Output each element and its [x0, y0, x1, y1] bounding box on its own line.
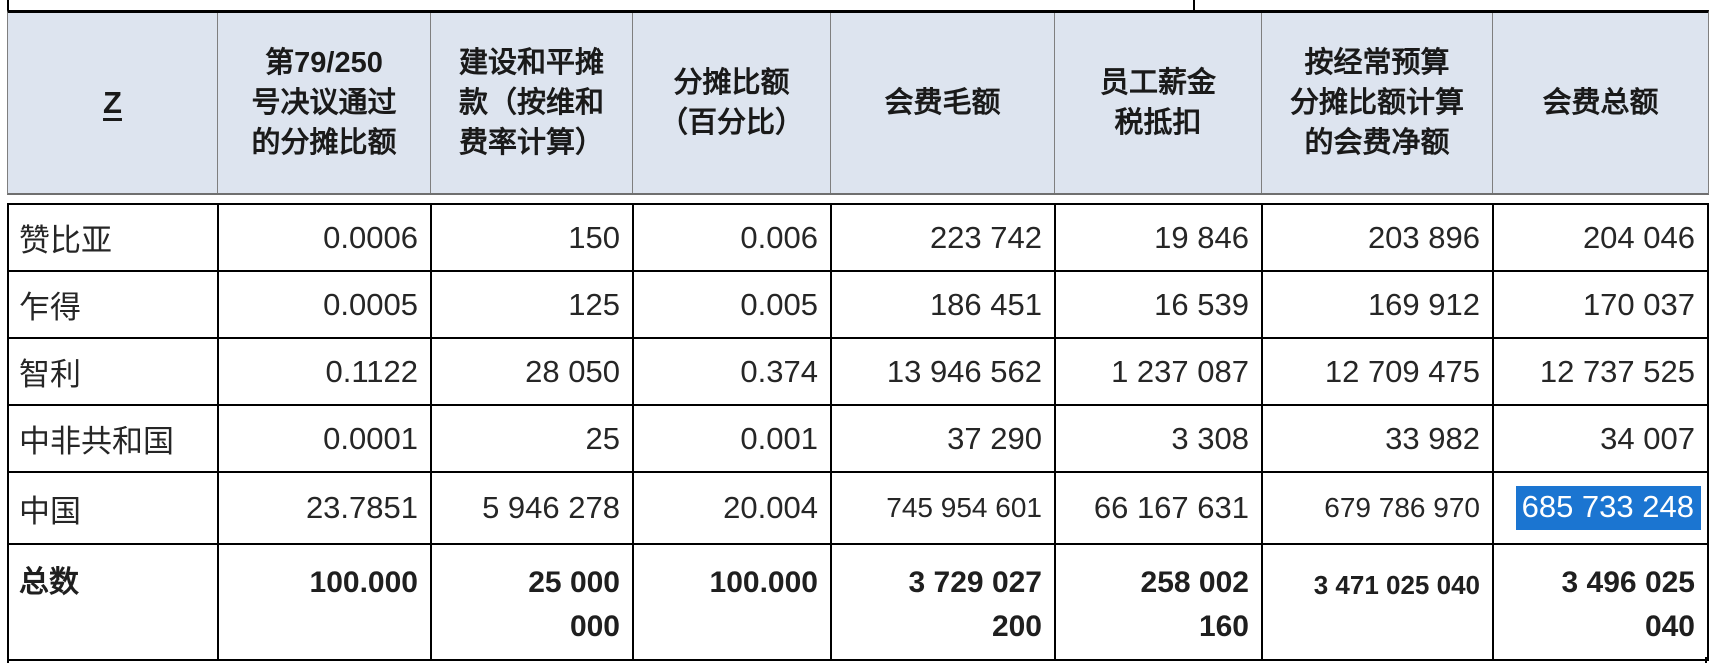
value-cell: 1 237 087 — [1056, 339, 1263, 406]
table-row-chile: 智利 0.1122 28 050 0.374 13 946 562 1 237 … — [9, 339, 1709, 406]
value-cell: 0.005 — [634, 272, 832, 339]
selected-text-highlight[interactable]: 685 733 248 — [1515, 486, 1701, 530]
value-cell: 0.0005 — [219, 272, 432, 339]
value-cell: 3 496 025 040 — [1494, 545, 1709, 661]
value-cell: 100.000 — [634, 545, 832, 661]
value-cell: 100.000 — [219, 545, 432, 661]
value-cell: 25 000 000 — [432, 545, 634, 661]
value-cell: 28 050 — [432, 339, 634, 406]
table-header-row: Z 第79/250 号决议通过 的分摊比额 建设和平摊 款（按维和 费率计算） … — [7, 10, 1709, 195]
column-header-gross: 会费毛额 — [831, 13, 1055, 193]
value-cell: 0.0001 — [219, 406, 432, 473]
value-cell: 25 — [432, 406, 634, 473]
value-cell: 0.001 — [634, 406, 832, 473]
table-left-border-remnant — [7, 0, 9, 10]
value-cell: 125 — [432, 272, 634, 339]
table-row-zambia: 赞比亚 0.0006 150 0.006 223 742 19 846 203 … — [9, 205, 1709, 272]
row-label-cell: 中非共和国 — [9, 406, 219, 473]
value-cell: 258 002 160 — [1056, 545, 1263, 661]
value-cell: 66 167 631 — [1056, 473, 1263, 545]
value-cell: 19 846 — [1056, 205, 1263, 272]
value-cell: 3 471 025 040 — [1263, 545, 1494, 661]
row-label-cell: 智利 — [9, 339, 219, 406]
table-left-border-remnant-bottom — [7, 657, 9, 663]
value-cell: 186 451 — [832, 272, 1056, 339]
header-body-gap — [7, 195, 1709, 203]
row-label-cell: 乍得 — [9, 272, 219, 339]
value-cell: 0.0006 — [219, 205, 432, 272]
value-cell: 16 539 — [1056, 272, 1263, 339]
column-header-z-link[interactable]: Z — [8, 13, 218, 193]
value-cell: 0.1122 — [219, 339, 432, 406]
value-cell: 204 046 — [1494, 205, 1709, 272]
column-header-resolution-rate: 第79/250 号决议通过 的分摊比额 — [218, 13, 431, 193]
column-header-staff-assessment: 员工薪金 税抵扣 — [1055, 13, 1262, 193]
value-cell: 679 786 970 — [1263, 473, 1494, 545]
table-row-central-african-republic: 中非共和国 0.0001 25 0.001 37 290 3 308 33 98… — [9, 406, 1709, 473]
row-label-cell: 总数 — [9, 545, 219, 661]
value-cell: 37 290 — [832, 406, 1056, 473]
value-cell: 170 037 — [1494, 272, 1709, 339]
column-header-peacebuilding: 建设和平摊 款（按维和 费率计算） — [431, 13, 633, 193]
column-header-total: 会费总额 — [1542, 86, 1659, 119]
table-row-china: 中国 23.7851 5 946 278 20.004 745 954 601 … — [9, 473, 1709, 545]
value-cell: 33 982 — [1263, 406, 1494, 473]
column-header-rate-percent: 分摊比额 （百分比） — [633, 13, 831, 193]
value-cell: 20.004 — [634, 473, 832, 545]
table-row-chad: 乍得 0.0005 125 0.005 186 451 16 539 169 9… — [9, 272, 1709, 339]
value-cell: 150 — [432, 205, 634, 272]
value-cell-highlighted: 685 733 248 — [1494, 473, 1709, 545]
table-right-border-remnant-bottom — [1705, 657, 1707, 663]
value-cell: 5 946 278 — [432, 473, 634, 545]
value-cell: 12 737 525 — [1494, 339, 1709, 406]
upper-row-divider-remnant — [1193, 0, 1195, 10]
row-label-cell: 赞比亚 — [9, 205, 219, 272]
column-header-net: 按经常预算 分摊比额计算 的会费净额 — [1262, 13, 1493, 193]
value-cell: 12 709 475 — [1263, 339, 1494, 406]
value-cell: 745 954 601 — [832, 473, 1056, 545]
value-cell: 13 946 562 — [832, 339, 1056, 406]
table-body: 赞比亚 0.0006 150 0.006 223 742 19 846 203 … — [7, 203, 1709, 661]
row-label-cell: 中国 — [9, 473, 219, 545]
value-cell: 203 896 — [1263, 205, 1494, 272]
value-cell: 3 729 027 200 — [832, 545, 1056, 661]
value-cell: 0.006 — [634, 205, 832, 272]
value-cell: 3 308 — [1056, 406, 1263, 473]
value-cell: 23.7851 — [219, 473, 432, 545]
value-cell: 34 007 — [1494, 406, 1709, 473]
table-row-totals: 总数 100.000 25 000 000 100.000 3 729 027 … — [9, 545, 1709, 661]
value-cell: 0.374 — [634, 339, 832, 406]
value-cell: 223 742 — [832, 205, 1056, 272]
value-cell: 169 912 — [1263, 272, 1494, 339]
assessment-table: Z 第79/250 号决议通过 的分摊比额 建设和平摊 款（按维和 费率计算） … — [7, 10, 1709, 661]
